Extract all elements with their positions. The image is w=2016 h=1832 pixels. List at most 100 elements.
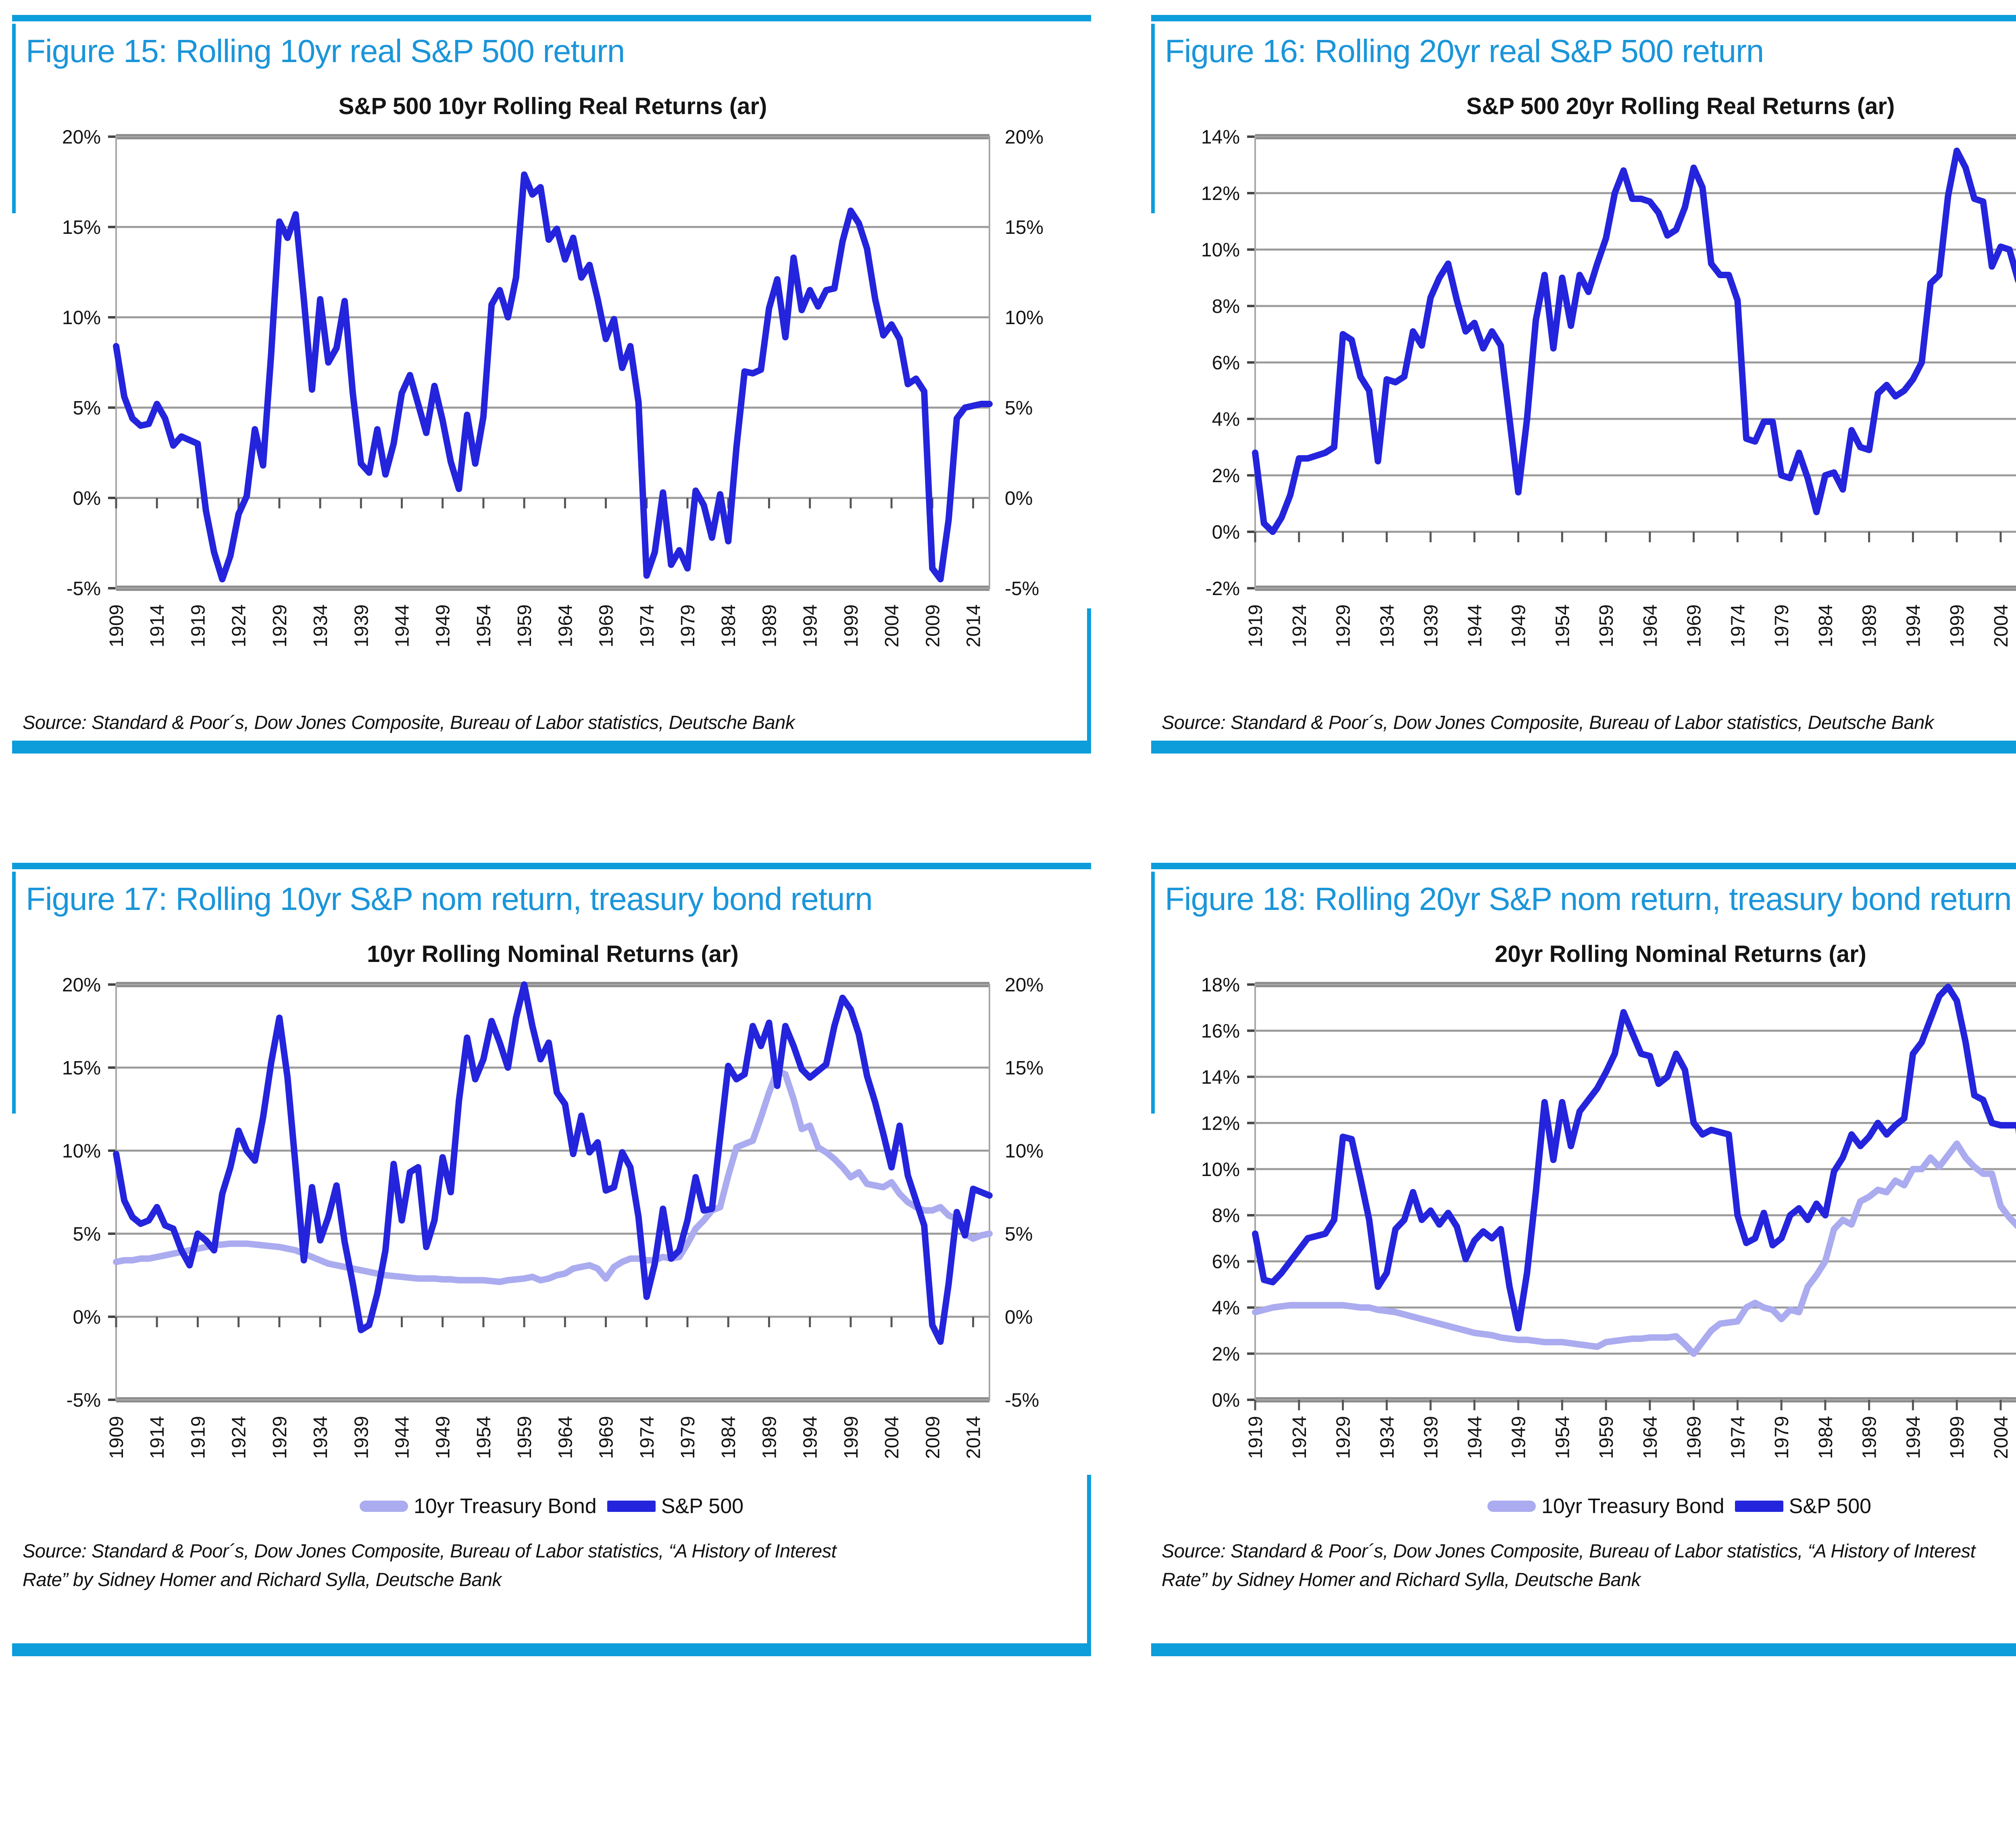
x-tick-label: 1934 <box>310 604 331 647</box>
x-tick-label: 1979 <box>677 604 699 647</box>
y-tick-label-left: 15% <box>62 1058 101 1079</box>
treasury-series-line <box>1252 1140 2016 1357</box>
y-tick-label-left: 5% <box>73 1224 101 1245</box>
y-tick-label-left: 0% <box>1212 1390 1240 1411</box>
figure-16-top-border <box>1151 15 2016 21</box>
x-tick-label: 1944 <box>1464 1416 1486 1459</box>
source-line: Source: Standard & Poor´s, Dow Jones Com… <box>1162 712 1934 733</box>
y-tick-label-right: 5% <box>1005 1224 1033 1245</box>
x-tick-label: 1924 <box>229 1416 250 1459</box>
x-tick-label: 1959 <box>514 604 535 647</box>
x-tick-label: 1969 <box>596 1416 617 1459</box>
x-tick-label: 1989 <box>759 604 780 647</box>
source-line: Rate” by Sidney Homer and Richard Sylla,… <box>1162 1568 1641 1590</box>
figure-18-panel: Figure 18: Rolling 20yr S&P nom return, … <box>1151 863 2016 1656</box>
chart-title: S&P 500 20yr Rolling Real Returns (ar) <box>1466 93 1895 119</box>
figure-15-bottom-border <box>12 741 1091 754</box>
x-tick-label: 1979 <box>1771 604 1793 647</box>
x-tick-label: 1939 <box>351 604 372 647</box>
y-tick-label-left: 6% <box>1212 1251 1240 1273</box>
x-tick-label: 1964 <box>1640 604 1661 647</box>
figure-18-chart-svg: 20yr Rolling Nominal Returns (ar)18%18%1… <box>1201 941 2016 1459</box>
x-tick-label: 1974 <box>637 604 658 647</box>
x-tick-label: 1999 <box>841 1416 862 1459</box>
legend-item-treasury: 10yr Treasury Bond <box>359 1494 597 1518</box>
figure-16-panel: Figure 16: Rolling 20yr real S&P 500 ret… <box>1151 15 2016 754</box>
x-tick-label: 1954 <box>1552 1416 1573 1459</box>
x-tick-label: 2014 <box>963 604 985 647</box>
x-tick-label: 1984 <box>1815 604 1837 647</box>
y-tick-label-right: 10% <box>1005 1141 1043 1162</box>
sp500-series-line <box>113 981 993 1345</box>
figure-17-bottom-border <box>12 1643 1091 1656</box>
y-tick-label-right: 5% <box>1005 398 1033 419</box>
y-tick-label-left: 5% <box>73 398 101 419</box>
x-tick-label: 1989 <box>1859 604 1881 647</box>
x-tick-label: 2004 <box>881 1416 903 1459</box>
figure-18-top-border <box>1151 863 2016 869</box>
x-tick-label: 1924 <box>1289 604 1310 647</box>
x-tick-label: 1989 <box>1859 1416 1881 1459</box>
figure-17-top-border <box>12 863 1091 869</box>
x-tick-label: 1909 <box>106 604 127 647</box>
x-tick-label: 1939 <box>1420 604 1442 647</box>
sp500-series-line <box>1252 983 2016 1332</box>
figure-15-chart: S&P 500 10yr Rolling Real Returns (ar) 20… <box>12 83 1091 680</box>
figure-18-bottom-border <box>1151 1643 2016 1656</box>
x-tick-label: 1919 <box>187 604 209 647</box>
figure-16-chart: S&P 500 20yr Rolling Real Returns (ar) 14… <box>1151 83 2016 680</box>
treasury-line-swatch <box>1487 1501 1536 1512</box>
figure-17-panel: Figure 17: Rolling 10yr S&P nom return, … <box>12 863 1091 1656</box>
figure-15-left-accent <box>12 24 16 213</box>
x-tick-label: 1964 <box>555 604 576 647</box>
x-tick-label: 1939 <box>351 1416 372 1459</box>
chart-title: 10yr Rolling Nominal Returns (ar) <box>367 941 739 967</box>
x-tick-label: 1929 <box>269 1416 291 1459</box>
source-line: Source: Standard & Poor´s, Dow Jones Com… <box>23 1540 837 1561</box>
figure-15-right-accent <box>1087 608 1091 741</box>
x-tick-label: 1909 <box>106 1416 127 1459</box>
figure-15-source: Source: Standard & Poor´s, Dow Jones Com… <box>23 708 1079 737</box>
figure-16-title: Figure 16: Rolling 20yr real S&P 500 ret… <box>1165 33 1764 69</box>
figure-17-chart-svg: 10yr Rolling Nominal Returns (ar) 20% 20% 1… <box>62 941 1043 1459</box>
plot-border <box>115 136 990 589</box>
x-tick-label: 1994 <box>1903 1416 1924 1459</box>
x-tick-label: 1929 <box>1333 1416 1354 1459</box>
x-tick-label: 1984 <box>718 604 739 647</box>
x-tick-label: 1974 <box>1727 1416 1749 1459</box>
x-tick-label: 1944 <box>392 604 413 647</box>
x-tick-label: 1964 <box>1640 1416 1661 1459</box>
figure-17-right-accent <box>1087 1475 1091 1644</box>
y-tick-label-right: 20% <box>1005 974 1043 996</box>
y-tick-label-left: 14% <box>1201 1067 1240 1088</box>
figure-18-chart: 20yr Rolling Nominal Returns (ar)18%18%1… <box>1151 931 2016 1492</box>
x-tick-label: 1994 <box>800 1416 821 1459</box>
x-tick-label: 1974 <box>1727 604 1749 647</box>
source-line: Rate” by Sidney Homer and Richard Sylla,… <box>23 1568 502 1590</box>
x-tick-label: 2004 <box>1991 1416 2012 1459</box>
x-tick-label: 1914 <box>147 604 168 647</box>
x-tick-label: 1919 <box>1245 1416 1266 1459</box>
y-tick-label-right: -5% <box>1005 1390 1039 1411</box>
x-tick-label: 1949 <box>433 1416 454 1459</box>
y-tick-label-left: 4% <box>1212 409 1240 430</box>
x-tick-label: 1949 <box>1508 604 1530 647</box>
x-tick-label: 1954 <box>473 604 495 647</box>
y-tick-label-left: 2% <box>1212 465 1240 487</box>
x-tick-label: 1929 <box>1333 604 1354 647</box>
y-tick-label-left: 12% <box>1201 1113 1240 1134</box>
y-tick-label-left: 16% <box>1201 1020 1240 1042</box>
y-tick-label-left: -5% <box>67 578 101 600</box>
x-tick-label: 1999 <box>841 604 862 647</box>
y-tick-label-left: 2% <box>1212 1344 1240 1365</box>
x-tick-label: 2009 <box>922 604 943 647</box>
figure-15-chart-svg: S&P 500 10yr Rolling Real Returns (ar) 20… <box>62 93 1043 647</box>
y-tick-label-left: 6% <box>1212 352 1240 374</box>
x-tick-label: 1994 <box>800 604 821 647</box>
plot-border <box>1254 136 2016 589</box>
legend-item-sp500: S&P 500 <box>607 1494 744 1518</box>
y-tick-label-right: -5% <box>1005 578 1039 600</box>
y-tick-label-left: 10% <box>1201 239 1240 261</box>
x-tick-label: 1944 <box>392 1416 413 1459</box>
x-tick-label: 2004 <box>1991 604 2012 647</box>
